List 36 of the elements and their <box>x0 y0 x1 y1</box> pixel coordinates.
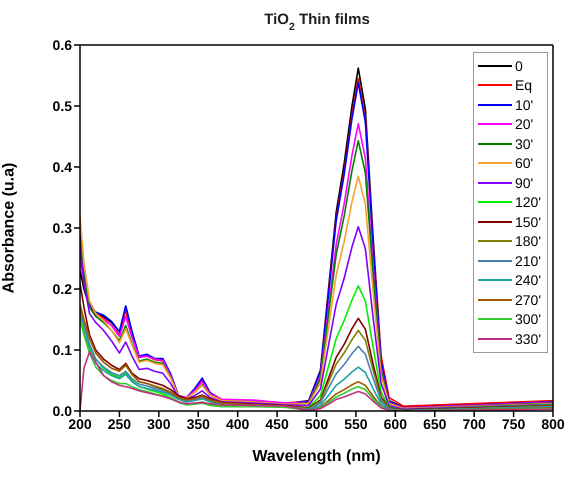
legend-label: 20' <box>514 116 534 132</box>
legend-label: 90' <box>514 174 534 191</box>
x-tick-label: 350 <box>186 416 210 432</box>
legend-label: 60' <box>514 155 534 172</box>
x-tick-label: 700 <box>462 416 486 432</box>
legend-label: 330' <box>514 330 541 347</box>
legend-label: 120' <box>514 194 541 210</box>
x-tick-label: 800 <box>541 416 565 432</box>
legend-label: 180' <box>514 233 541 250</box>
y-tick-label: 0.3 <box>52 220 72 236</box>
legend-label: 10' <box>514 96 534 113</box>
y-tick-label: 0.6 <box>52 36 72 53</box>
x-tick-label: 500 <box>304 416 328 432</box>
legend-label: 150' <box>514 214 541 230</box>
x-tick-label: 550 <box>344 416 368 432</box>
x-axis-title: Wavelength (nm) <box>252 448 381 465</box>
legend-label: 30' <box>514 136 534 152</box>
y-tick-label: 0.1 <box>52 342 72 358</box>
y-tick-label: 0.5 <box>52 98 72 114</box>
legend-label: 210' <box>514 252 541 269</box>
legend-label: Eq <box>514 77 532 94</box>
x-tick-label: 750 <box>502 416 526 432</box>
x-tick-label: 450 <box>265 416 289 432</box>
legend-label: 0 <box>514 58 523 74</box>
y-axis-title: Absorbance (u.a) <box>0 162 18 294</box>
chart-title: TiO$_{2}$ Thin films <box>264 11 370 33</box>
legend-label: 300' <box>514 311 541 328</box>
y-tick-label: 0.4 <box>52 158 72 175</box>
x-tick-label: 400 <box>226 416 250 432</box>
x-tick-label: 250 <box>108 416 132 432</box>
y-tick-label: 0.2 <box>52 280 72 297</box>
x-tick-label: 650 <box>423 416 447 432</box>
x-tick-label: 300 <box>147 416 171 432</box>
legend-label: 270' <box>514 292 541 308</box>
legend-label: 240' <box>514 272 541 288</box>
x-tick-label: 600 <box>384 416 408 432</box>
